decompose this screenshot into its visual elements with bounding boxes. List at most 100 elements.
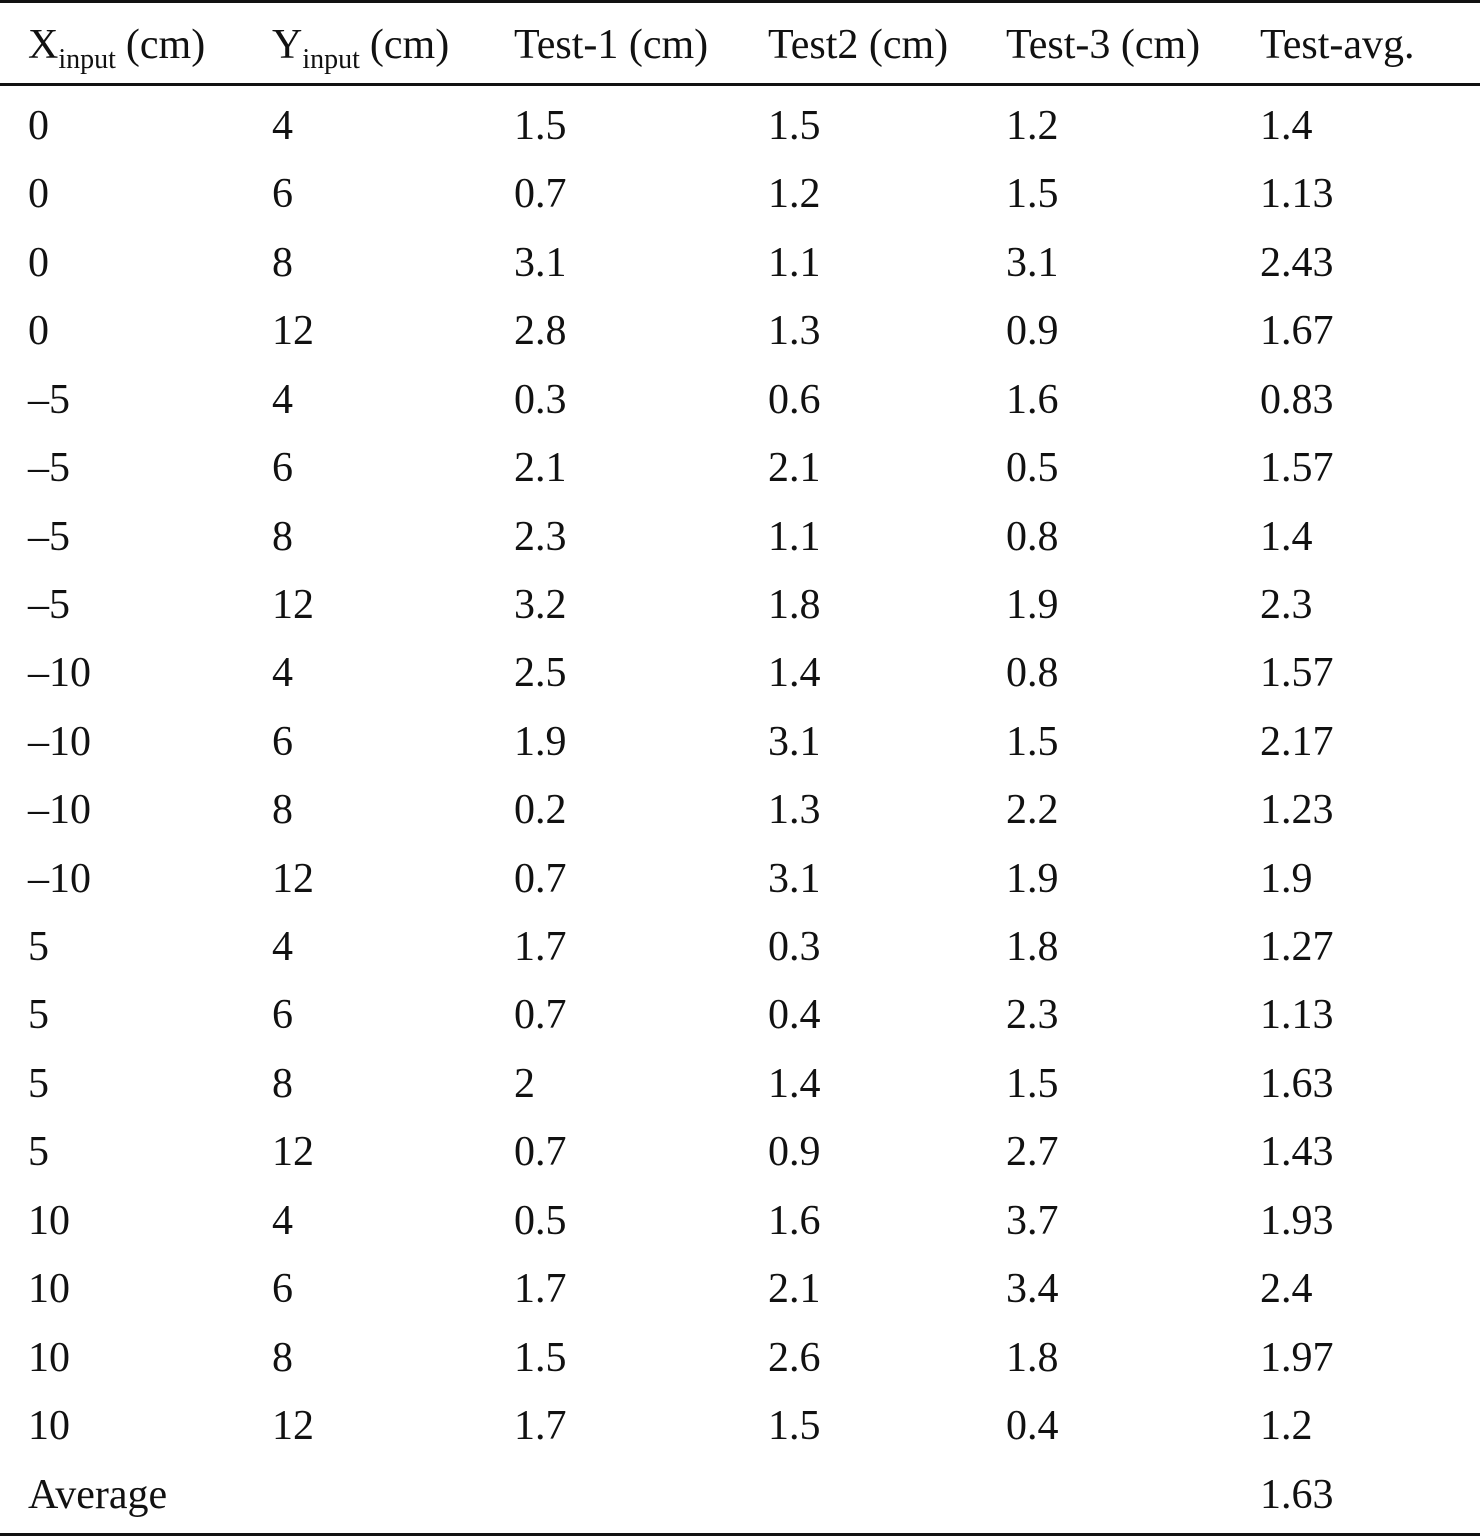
table-cell: 1.4: [1260, 103, 1313, 149]
table-cell: 1.5: [1006, 1060, 1059, 1107]
table-cell: 1.8: [768, 581, 821, 628]
header-cell: Test-avg.: [1260, 22, 1415, 68]
table-cell: –10: [28, 787, 91, 834]
table-cell: 8: [272, 239, 293, 286]
table-cell: 2.43: [1260, 239, 1334, 286]
table-cell: 0.7: [514, 855, 567, 902]
footer-value: 1.63: [1260, 1472, 1334, 1518]
table-cell: 1.4: [1260, 513, 1313, 560]
table-cell: 0.7: [514, 171, 567, 218]
table-cell: 0.5: [1006, 445, 1059, 492]
table-cell: 3.1: [768, 718, 821, 765]
header-cell: Test2 (cm): [768, 22, 949, 68]
table-cell: –10: [28, 855, 91, 902]
table-cell: 1.13: [1260, 171, 1334, 218]
table-cell: 1.2: [768, 171, 821, 218]
table-cell: 12: [272, 855, 314, 902]
table-cell: 2.3: [514, 513, 567, 560]
table-cell: 1.5: [514, 103, 567, 149]
table-cell: 0.9: [1006, 308, 1059, 355]
table-cell: 2: [514, 1060, 535, 1107]
table-cell: 1.43: [1260, 1129, 1334, 1176]
table-cell: 0.7: [514, 992, 567, 1039]
header-unit: (cm): [369, 22, 450, 68]
table-cell: 1.9: [1006, 855, 1059, 902]
table-cell: 2.7: [1006, 1129, 1059, 1176]
header-cell: Yinput (cm): [272, 20, 450, 75]
table-cell: 2.1: [514, 445, 567, 492]
table-cell: 4: [272, 1197, 293, 1244]
table-cell: 8: [272, 787, 293, 834]
header-rule: [0, 83, 1480, 86]
table-cell: 0.4: [768, 992, 821, 1039]
header-subscript: input: [302, 44, 360, 75]
table-cell: 0.3: [514, 376, 567, 423]
table-cell: 8: [272, 513, 293, 560]
table-cell: 1.2: [1006, 103, 1059, 149]
header-cell: Xinput (cm): [28, 20, 206, 75]
table-cell: 0.8: [1006, 650, 1059, 697]
table-cell: 1.1: [768, 513, 821, 560]
table-cell: 5: [28, 1060, 49, 1107]
table-cell: 2.2: [1006, 787, 1059, 834]
table-cell: 3.2: [514, 581, 567, 628]
table-cell: 1.5: [768, 1403, 821, 1449]
table-cell: 2.1: [768, 445, 821, 492]
table-cell: 1.4: [768, 650, 821, 697]
table-cell: 0.4: [1006, 1403, 1059, 1449]
footer-label: Average: [28, 1472, 168, 1518]
table-cell: 10: [28, 1266, 70, 1313]
table-cell: 1.7: [514, 1403, 567, 1449]
table-cell: 0.6: [768, 376, 821, 423]
table-cell: –5: [28, 376, 70, 423]
table-cell: 8: [272, 1334, 293, 1381]
table-cell: 0.7: [514, 1129, 567, 1176]
table-cell: 6: [272, 445, 293, 492]
table-cell: 1.3: [768, 787, 821, 834]
table-cell: 1.5: [768, 103, 821, 149]
table-cell: 1.63: [1260, 1060, 1334, 1107]
table-cell: 1.2: [1260, 1403, 1313, 1449]
header-cell: Test-3 (cm): [1006, 22, 1201, 68]
table-cell: 2.3: [1260, 581, 1313, 628]
table-cell: –10: [28, 650, 91, 697]
table-cell: 6: [272, 1266, 293, 1313]
table-cell: 1.5: [1006, 171, 1059, 218]
table-cell: 0: [28, 171, 49, 218]
header-unit: (cm): [125, 22, 206, 68]
table-cell: 8: [272, 1060, 293, 1107]
table-cell: 1.7: [514, 1266, 567, 1313]
header-subscript: input: [58, 44, 116, 75]
table-cell: 12: [272, 1403, 314, 1449]
table-cell: 1.97: [1260, 1334, 1334, 1381]
table-cell: 2.17: [1260, 718, 1334, 765]
table-cell: 12: [272, 308, 314, 355]
table-cell: 1.23: [1260, 787, 1334, 834]
table-cell: 2.1: [768, 1266, 821, 1313]
table-cell: 1.6: [1006, 376, 1059, 423]
table-cell: –5: [28, 445, 70, 492]
table-cell: 12: [272, 581, 314, 628]
table-cell: 0.5: [514, 1197, 567, 1244]
table-cell: 4: [272, 924, 293, 971]
table-cell: 6: [272, 992, 293, 1039]
table-cell: 3.1: [514, 239, 567, 286]
table-cell: 5: [28, 924, 49, 971]
table-cell: 5: [28, 1129, 49, 1176]
table-cell: 0: [28, 239, 49, 286]
table-cell: 1.27: [1260, 924, 1334, 971]
table-cell: 1.8: [1006, 924, 1059, 971]
table-cell: 0: [28, 103, 49, 149]
table-cell: 1.1: [768, 239, 821, 286]
table-cell: 3.7: [1006, 1197, 1059, 1244]
table-cell: 6: [272, 171, 293, 218]
table-cell: 0.9: [768, 1129, 821, 1176]
table-cell: –5: [28, 581, 70, 628]
header-cell: Test-1 (cm): [514, 22, 709, 68]
table-cell: 2.4: [1260, 1266, 1313, 1313]
table-cell: 2.5: [514, 650, 567, 697]
table-cell: 1.7: [514, 924, 567, 971]
table-cell: 4: [272, 650, 293, 697]
table-cell: 3.1: [1006, 239, 1059, 286]
